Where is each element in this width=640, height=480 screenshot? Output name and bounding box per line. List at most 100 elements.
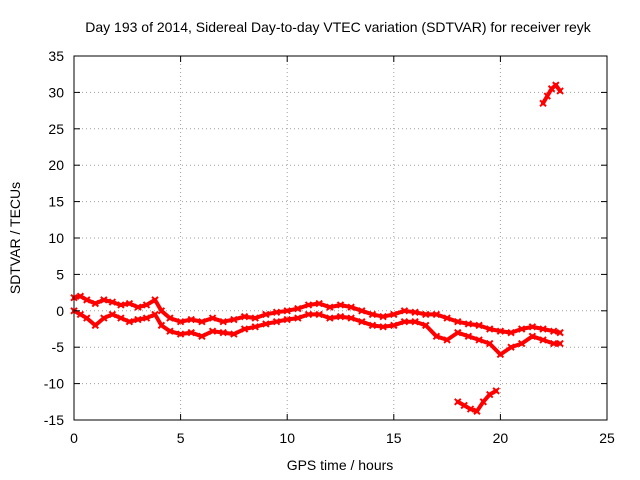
data-point <box>315 310 323 319</box>
data-point <box>464 320 473 328</box>
data-point <box>91 299 100 308</box>
y-tick-label: 35 <box>48 48 64 64</box>
data-point <box>379 312 387 321</box>
data-point <box>326 303 334 311</box>
data-point <box>528 332 537 340</box>
data-point <box>272 308 281 316</box>
data-point <box>326 314 334 322</box>
data-point <box>166 327 174 335</box>
data-point <box>294 304 302 313</box>
data-point <box>187 315 195 324</box>
data-point <box>486 339 494 348</box>
data-point <box>454 328 462 337</box>
data-point <box>422 321 430 330</box>
data-point <box>151 310 159 319</box>
data-point <box>157 321 166 330</box>
data-point <box>479 398 488 406</box>
data-point <box>411 318 419 326</box>
data-point <box>251 314 259 322</box>
data-point <box>443 336 451 344</box>
data-point <box>368 321 377 330</box>
data-point <box>283 315 291 324</box>
data-point <box>552 81 560 89</box>
data-point <box>475 336 483 344</box>
data-point <box>219 318 227 326</box>
data-point <box>443 314 451 322</box>
data-point <box>76 310 85 319</box>
x-tick-label: 5 <box>177 430 185 446</box>
y-tick-label: 0 <box>56 303 64 319</box>
y-tick-label: 30 <box>48 84 64 100</box>
y-tick-label: 10 <box>48 230 64 246</box>
data-point <box>466 405 475 413</box>
data-point <box>336 301 345 309</box>
data-point <box>134 315 142 324</box>
data-point <box>240 325 249 333</box>
data-point <box>100 314 108 322</box>
data-point <box>528 323 537 331</box>
data-point <box>83 314 91 322</box>
x-tick-label: 10 <box>279 430 295 446</box>
data-point <box>454 398 462 406</box>
data-point <box>151 296 159 304</box>
data-point <box>125 299 134 308</box>
x-axis-label: GPS time / hours <box>287 457 394 473</box>
data-point <box>556 339 564 348</box>
data-point <box>166 314 174 322</box>
data-point <box>347 303 355 311</box>
grid-lines <box>74 56 607 420</box>
data-point <box>219 328 227 337</box>
data-point <box>411 308 419 316</box>
data-point <box>208 314 217 322</box>
data-point <box>108 310 117 319</box>
y-tick-label: 20 <box>48 157 64 173</box>
data-point <box>422 310 430 319</box>
y-tick-label: -5 <box>52 339 65 355</box>
data-point <box>240 312 249 321</box>
y-tick-label: -10 <box>44 376 64 392</box>
data-point <box>473 407 481 415</box>
x-tick-label: 15 <box>386 430 402 446</box>
x-tick-label: 20 <box>493 430 509 446</box>
data-point <box>358 318 366 326</box>
data-point <box>549 339 558 348</box>
data-point <box>91 321 100 330</box>
data-point <box>315 299 323 308</box>
data-point <box>539 336 547 344</box>
data-point <box>492 387 500 395</box>
data-point <box>379 323 387 331</box>
data-point <box>100 296 108 304</box>
data-point <box>486 325 494 333</box>
data-point <box>230 315 238 324</box>
data-point <box>464 332 473 340</box>
axis-ticks <box>73 55 608 421</box>
data-point <box>539 99 547 108</box>
data-point <box>125 318 134 326</box>
data-point <box>198 318 206 326</box>
data-point <box>294 314 302 322</box>
data-point <box>358 307 366 315</box>
data-point <box>368 310 377 319</box>
data-point <box>507 343 515 351</box>
data-series-layer <box>70 81 564 415</box>
data-point <box>117 314 125 322</box>
data-point <box>198 332 206 340</box>
y-tick-label: 25 <box>48 121 64 137</box>
data-point <box>142 314 151 322</box>
data-point <box>390 310 398 319</box>
x-tick-label: 0 <box>70 430 78 446</box>
data-series <box>454 387 500 415</box>
data-point <box>304 301 313 309</box>
data-point <box>539 325 547 333</box>
data-point <box>187 328 195 337</box>
data-point <box>142 301 151 309</box>
data-point <box>283 307 291 315</box>
data-point <box>347 314 355 322</box>
data-point <box>262 310 270 319</box>
data-point <box>518 339 526 348</box>
data-point <box>400 307 409 315</box>
data-point <box>556 328 564 337</box>
data-series <box>70 292 564 337</box>
